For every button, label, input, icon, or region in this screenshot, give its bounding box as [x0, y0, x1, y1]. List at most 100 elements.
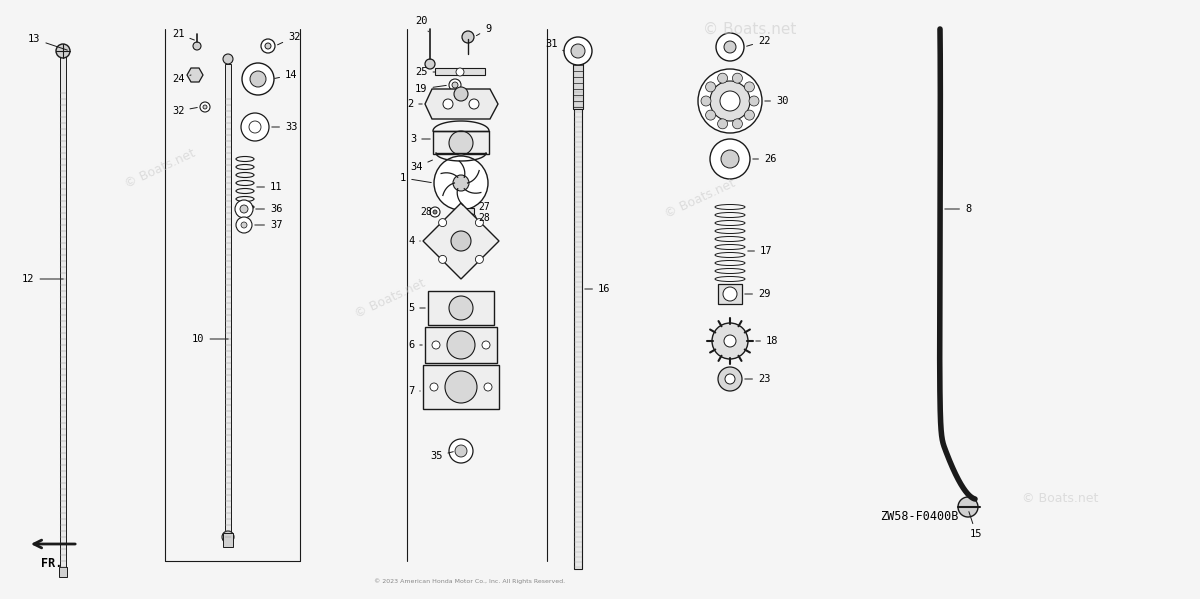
Text: 30: 30: [764, 96, 788, 106]
Text: 14: 14: [275, 70, 298, 80]
Text: © Boats.net: © Boats.net: [122, 147, 197, 191]
Circle shape: [432, 341, 440, 349]
Circle shape: [236, 217, 252, 233]
Bar: [223, 533, 233, 547]
Text: 2: 2: [407, 99, 422, 109]
Circle shape: [718, 367, 742, 391]
Text: 6: 6: [408, 340, 422, 350]
Circle shape: [718, 119, 727, 129]
Circle shape: [722, 287, 737, 301]
Text: 33: 33: [271, 122, 298, 132]
Circle shape: [446, 331, 475, 359]
Circle shape: [193, 42, 202, 50]
Text: 10: 10: [192, 334, 228, 344]
Text: 3: 3: [410, 134, 431, 144]
Bar: [574, 54, 582, 569]
Circle shape: [425, 59, 436, 69]
Circle shape: [449, 131, 473, 155]
Circle shape: [484, 383, 492, 391]
Circle shape: [749, 96, 760, 106]
Circle shape: [571, 44, 586, 58]
Circle shape: [744, 82, 755, 92]
Circle shape: [564, 37, 592, 65]
Circle shape: [200, 102, 210, 112]
Bar: [226, 64, 230, 539]
Circle shape: [710, 81, 750, 121]
Circle shape: [482, 341, 490, 349]
Bar: [436, 68, 485, 75]
Circle shape: [222, 531, 234, 543]
Text: 18: 18: [756, 336, 779, 346]
Bar: [456, 208, 474, 216]
Bar: [574, 54, 583, 109]
Circle shape: [250, 121, 262, 133]
Text: 17: 17: [748, 246, 773, 256]
Circle shape: [958, 497, 978, 517]
Circle shape: [724, 335, 736, 347]
Text: 23: 23: [745, 374, 770, 384]
Circle shape: [242, 63, 274, 95]
Circle shape: [732, 73, 743, 83]
Circle shape: [455, 445, 467, 457]
Bar: [433, 131, 490, 154]
Circle shape: [706, 110, 715, 120]
Circle shape: [725, 374, 734, 384]
Circle shape: [475, 255, 484, 264]
Text: 9: 9: [476, 24, 491, 35]
Text: 4: 4: [408, 236, 420, 246]
Text: ZW58-F0400B: ZW58-F0400B: [880, 510, 959, 524]
Circle shape: [698, 69, 762, 133]
Circle shape: [462, 31, 474, 43]
Text: 28: 28: [478, 213, 490, 223]
Text: © 2023 American Honda Motor Co., Inc. All Rights Reserved.: © 2023 American Honda Motor Co., Inc. Al…: [374, 578, 565, 584]
Text: 1: 1: [400, 173, 431, 183]
Bar: [59, 567, 67, 577]
Text: 5: 5: [408, 303, 425, 313]
Bar: [425, 327, 497, 363]
Circle shape: [56, 44, 70, 58]
Text: 32: 32: [172, 106, 197, 116]
Bar: [428, 291, 494, 325]
Circle shape: [262, 39, 275, 53]
Circle shape: [241, 222, 247, 228]
Text: FR.: FR.: [41, 557, 62, 570]
Text: 29: 29: [745, 289, 770, 299]
Text: © Boats.net: © Boats.net: [703, 22, 797, 37]
Text: 35: 35: [430, 451, 454, 461]
Bar: [60, 54, 66, 569]
Text: 28: 28: [420, 207, 432, 217]
Text: 22: 22: [746, 36, 770, 46]
Text: 11: 11: [257, 182, 282, 192]
Text: 20: 20: [415, 16, 428, 32]
Circle shape: [732, 119, 743, 129]
Text: © Boats.net: © Boats.net: [662, 177, 737, 221]
Text: 25: 25: [415, 67, 436, 77]
Circle shape: [241, 113, 269, 141]
Text: 12: 12: [22, 274, 64, 284]
Circle shape: [449, 79, 461, 91]
Circle shape: [430, 207, 440, 217]
Text: 36: 36: [256, 204, 282, 214]
Circle shape: [449, 439, 473, 463]
Circle shape: [716, 33, 744, 61]
Text: 31: 31: [545, 39, 564, 51]
Circle shape: [701, 96, 710, 106]
Text: 26: 26: [752, 154, 776, 164]
Polygon shape: [424, 203, 499, 279]
Circle shape: [454, 175, 469, 191]
Circle shape: [454, 87, 468, 101]
Text: 13: 13: [28, 34, 67, 50]
Circle shape: [712, 323, 748, 359]
Circle shape: [706, 82, 715, 92]
Circle shape: [223, 54, 233, 64]
Text: 37: 37: [254, 220, 282, 230]
Text: 34: 34: [410, 160, 432, 172]
Text: 19: 19: [415, 84, 446, 94]
Circle shape: [451, 231, 470, 251]
Circle shape: [265, 43, 271, 49]
Circle shape: [710, 139, 750, 179]
Bar: [424, 365, 499, 409]
Circle shape: [468, 214, 476, 222]
Circle shape: [439, 219, 446, 226]
Circle shape: [445, 371, 478, 403]
